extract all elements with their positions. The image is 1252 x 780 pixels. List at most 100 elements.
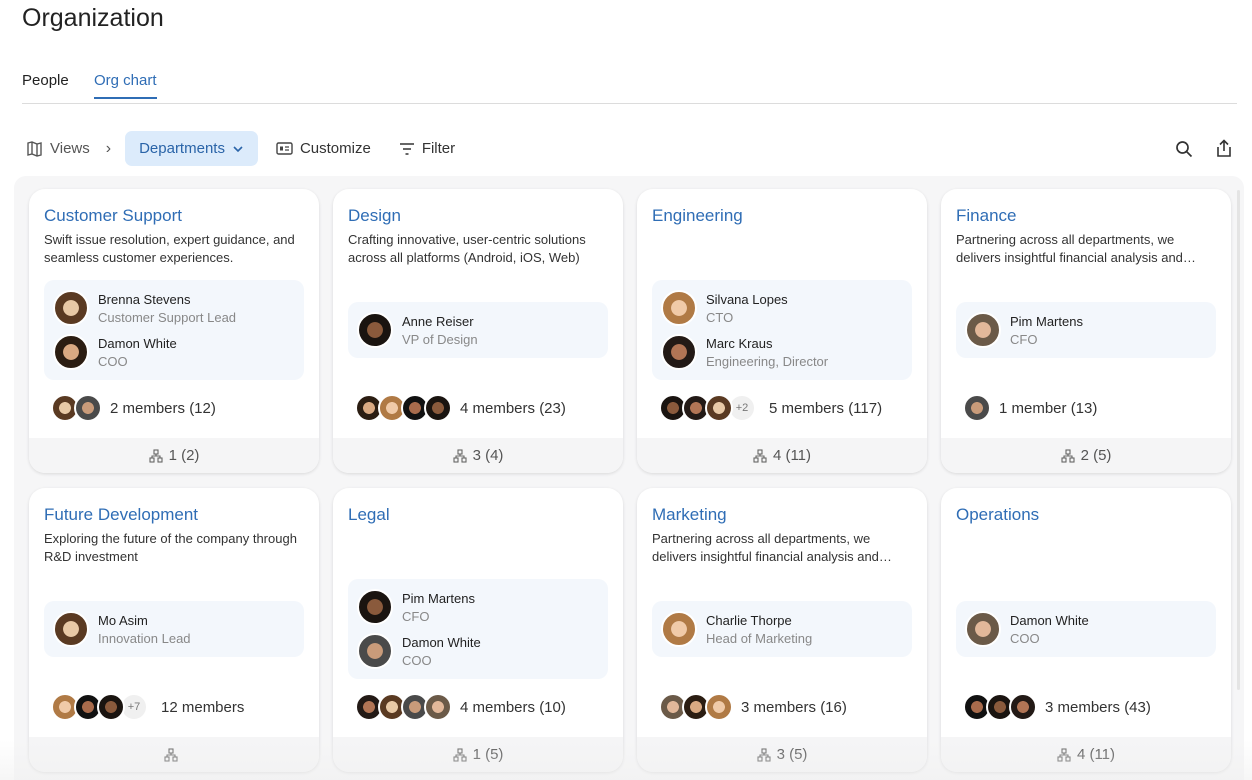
map-icon [27,141,42,157]
leader-item[interactable]: Anne Reiser VP of Design [357,308,599,352]
avatar [97,693,125,721]
leader-role: CTO [706,309,734,325]
departments-dropdown[interactable]: Departments [125,131,258,166]
leader-item[interactable]: Charlie Thorpe Head of Marketing [661,607,903,651]
scrollbar[interactable] [1237,190,1240,690]
teams-footer[interactable]: 1 (5) [333,737,623,772]
department-name[interactable]: Legal [348,505,390,524]
filter-label: Filter [421,140,456,157]
leader-item[interactable]: Damon White COO [53,330,295,374]
hierarchy-icon [1061,448,1075,463]
hierarchy-icon [1057,747,1071,762]
department-name[interactable]: Engineering [652,206,743,225]
page-title: Organization [22,4,164,32]
department-name[interactable]: Future Development [44,505,199,524]
members-count: 3 members (16) [741,698,847,716]
members-summary[interactable]: +7 12 members [51,693,244,721]
hierarchy-icon [757,747,771,762]
members-summary[interactable]: 1 member (13) [963,394,1097,422]
leader-item[interactable]: Damon White COO [965,607,1207,651]
leader-role: COO [402,652,432,668]
search-icon [1176,140,1193,157]
views-button[interactable]: Views [22,131,94,166]
department-card[interactable]: Operations Damon White COO 3 members (43) 4 … [941,488,1231,772]
teams-footer[interactable]: 2 (5) [941,438,1231,473]
members-count: 12 members [161,698,245,716]
avatar [357,633,393,669]
teams-count: 3 (5) [776,746,808,763]
teams-footer[interactable]: 4 (11) [637,438,927,473]
department-name[interactable]: Customer Support [44,206,182,225]
filter-button[interactable]: Filter [395,131,459,166]
leader-item[interactable]: Mo Asim Innovation Lead [53,607,295,651]
leader-name: Mo Asim [98,612,148,628]
tab-org-chart[interactable]: Org chart [94,72,157,99]
avatar-stack [355,693,452,721]
leader-role: Customer Support Lead [98,309,237,325]
leaders-box: Mo Asim Innovation Lead [44,601,304,657]
teams-footer[interactable]: 4 (11) [941,737,1231,772]
department-card[interactable]: Customer Support Swift issue resolution, … [29,189,319,473]
hierarchy-icon [453,747,467,762]
departments-label: Departments [139,140,225,157]
leader-item[interactable]: Marc Kraus Engineering, Director [661,330,903,374]
department-description: Exploring the future of the company thro… [44,531,297,564]
teams-footer[interactable] [29,737,319,772]
chevron-right-icon: › [105,139,112,157]
leader-role: Head of Marketing [706,630,813,646]
department-card[interactable]: Finance Partnering across all departments… [941,189,1231,473]
leader-item[interactable]: Brenna Stevens Customer Support Lead [53,286,295,330]
avatar [357,589,393,625]
hierarchy-icon [164,747,178,762]
leaders-box: Brenna Stevens Customer Support Lead Damon… [44,280,304,380]
leader-role: Innovation Lead [98,630,191,646]
leader-name: Charlie Thorpe [706,612,792,628]
avatar-stack: +7 [51,693,148,721]
members-summary[interactable]: 3 members (16) [659,693,847,721]
customize-button[interactable]: Customize [272,131,375,166]
department-name[interactable]: Design [348,206,401,225]
avatar [965,312,1001,348]
avatar-stack: +2 [659,394,756,422]
share-button[interactable] [1211,131,1237,166]
leader-item[interactable]: Pim Martens CFO [965,308,1207,352]
leader-name: Damon White [402,634,481,650]
toolbar: Views › Departments Customize Filter [22,131,1237,166]
customize-label: Customize [299,140,371,157]
department-name[interactable]: Operations [956,505,1040,524]
members-summary[interactable]: 4 members (23) [355,394,566,422]
avatar-stack [51,394,102,422]
hierarchy-icon [453,448,467,463]
members-count: 4 members (10) [460,698,566,716]
avatar [965,611,1001,647]
department-card[interactable]: Design Crafting innovative, user-centric … [333,189,623,473]
department-name[interactable]: Finance [956,206,1017,225]
department-description: Crafting innovative, user-centric soluti… [348,232,586,265]
department-card[interactable]: Marketing Partnering across all departmen… [637,488,927,772]
tab-people[interactable]: People [22,72,69,89]
members-summary[interactable]: 2 members (12) [51,394,216,422]
members-summary[interactable]: 4 members (10) [355,693,566,721]
department-card[interactable]: Legal Pim Martens CFO Damon White COO 4 membe… [333,488,623,772]
leader-item[interactable]: Damon White COO [357,629,599,673]
search-button[interactable] [1171,131,1197,166]
department-name[interactable]: Marketing [652,505,727,524]
department-card[interactable]: Future Development Exploring the future o… [29,488,319,772]
teams-footer[interactable]: 1 (2) [29,438,319,473]
teams-footer[interactable]: 3 (4) [333,438,623,473]
leader-item[interactable]: Silvana Lopes CTO [661,286,903,330]
departments-panel: Customer Support Swift issue resolution, … [14,176,1244,780]
leader-name: Silvana Lopes [706,291,788,307]
department-description: Partnering across all departments, we de… [956,232,1183,265]
teams-footer[interactable]: 3 (5) [637,737,927,772]
teams-count: 1 (5) [472,746,504,763]
teams-count: 3 (4) [472,447,504,464]
leaders-box: Anne Reiser VP of Design [348,302,608,358]
leaders-box: Silvana Lopes CTO Marc Kraus Engineering, D… [652,280,912,380]
leader-item[interactable]: Pim Martens CFO [357,585,599,629]
members-summary[interactable]: 3 members (43) [963,693,1151,721]
department-card[interactable]: Engineering Silvana Lopes CTO Marc Kraus Eng… [637,189,927,473]
members-summary[interactable]: +2 5 members (117) [659,394,882,422]
teams-count: 2 (5) [1080,447,1112,464]
avatar [661,290,697,326]
